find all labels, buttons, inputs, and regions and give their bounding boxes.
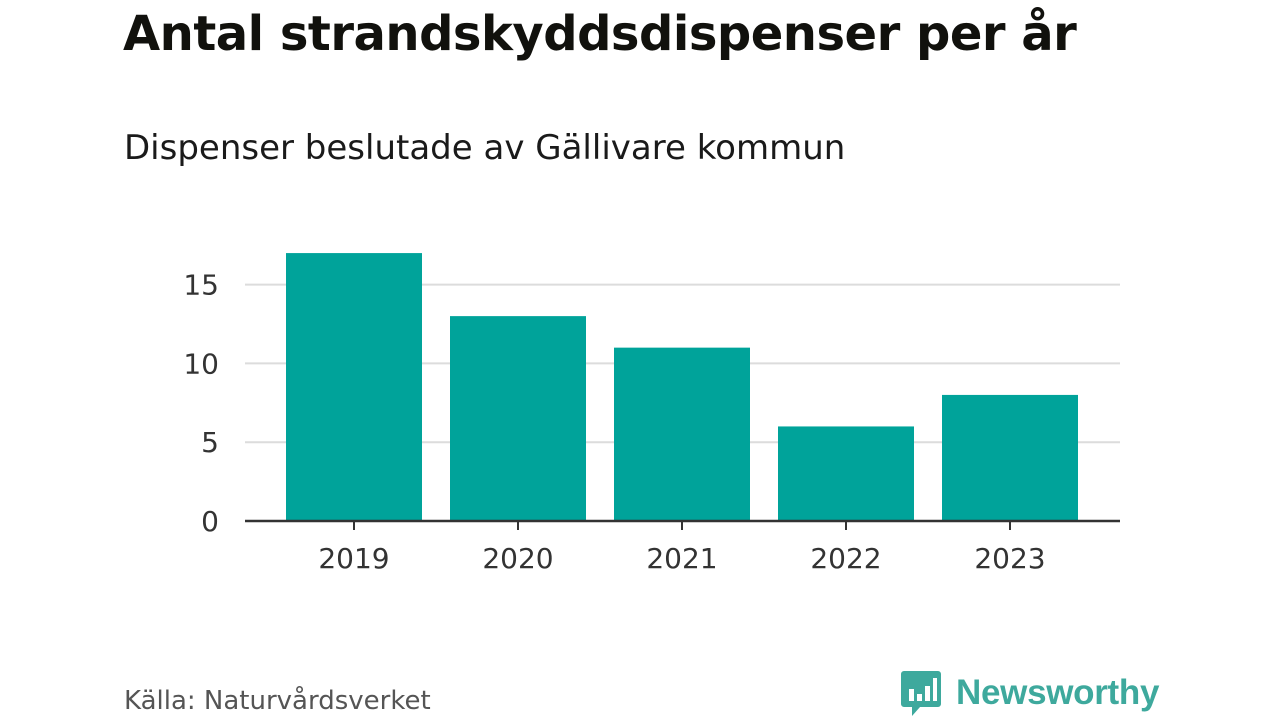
bar-chart-speech-bubble-icon: [901, 671, 941, 716]
chart-title: Antal strandskyddsdispenser per år: [123, 6, 1077, 62]
bar-2023: [942, 394, 1078, 521]
x-tick-label: 2023: [974, 542, 1045, 575]
bar-2019: [286, 253, 422, 521]
y-tick-label: 10: [183, 347, 219, 380]
y-tick-label: 0: [201, 505, 219, 538]
y-tick-label: 5: [201, 426, 219, 459]
brand-name: Newsworthy: [956, 673, 1160, 712]
chart-subtitle: Dispenser beslutade av Gällivare kommun: [124, 128, 846, 168]
bars: [286, 253, 1078, 521]
x-tick-label: 2019: [318, 542, 389, 575]
bar-2020: [450, 316, 586, 521]
tick-labels: 0 5 10 15 2019 2020 2021 2022 2023: [183, 269, 1045, 575]
source-note: Källa: Naturvårdsverket: [124, 686, 431, 716]
axes: [245, 519, 1120, 530]
x-tick-label: 2021: [646, 542, 717, 575]
x-tick-label: 2020: [482, 542, 553, 575]
bar-2022: [778, 426, 914, 521]
bar-2021: [614, 347, 750, 521]
y-tick-label: 15: [183, 269, 219, 302]
x-tick-label: 2022: [810, 542, 881, 575]
brand-logo: Newsworthy: [900, 668, 1159, 718]
